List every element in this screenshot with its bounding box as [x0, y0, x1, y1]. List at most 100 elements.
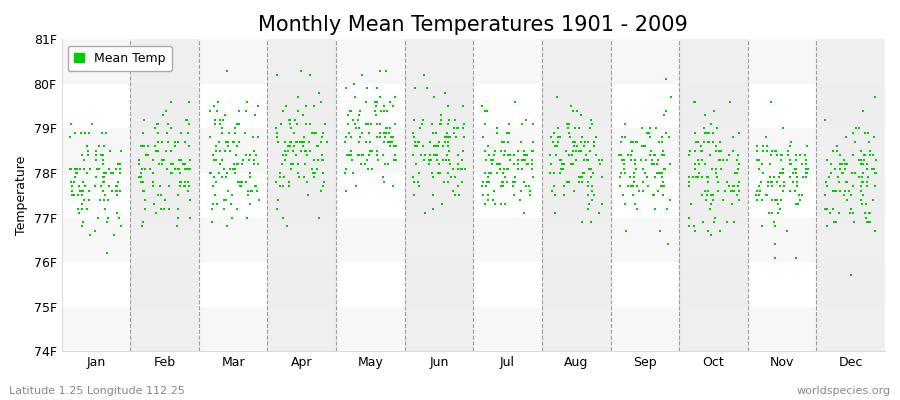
Point	[112, 161, 127, 167]
Point	[362, 130, 376, 136]
Point	[423, 138, 437, 145]
Point	[441, 138, 455, 145]
Point	[860, 174, 875, 181]
Point	[644, 156, 659, 163]
Point	[452, 192, 466, 198]
Point	[625, 138, 639, 145]
Point	[370, 98, 384, 105]
Point	[722, 152, 736, 158]
Point	[236, 156, 250, 163]
Point	[158, 108, 173, 114]
Point	[137, 116, 151, 123]
Point	[136, 143, 150, 150]
Point	[307, 174, 321, 181]
Point	[104, 170, 119, 176]
Point	[439, 130, 454, 136]
Point	[109, 165, 123, 172]
Point	[776, 170, 790, 176]
Point	[656, 192, 670, 198]
Point	[146, 170, 160, 176]
Point	[868, 183, 882, 190]
Point	[562, 179, 576, 185]
Point	[338, 138, 352, 145]
Point	[522, 183, 536, 190]
Point	[517, 152, 531, 158]
Point	[175, 130, 189, 136]
Point	[448, 174, 463, 181]
Point	[493, 183, 508, 190]
Point	[684, 201, 698, 207]
Bar	[61, 218, 885, 262]
Point	[424, 156, 438, 163]
Point	[369, 148, 383, 154]
Point	[296, 143, 310, 150]
Point	[77, 156, 92, 163]
Point	[586, 170, 600, 176]
Point	[701, 179, 716, 185]
Point	[566, 138, 580, 145]
Point	[768, 196, 782, 203]
Point	[643, 134, 657, 140]
Point	[94, 152, 109, 158]
Point	[854, 201, 868, 207]
Point	[653, 170, 668, 176]
Point	[681, 223, 696, 230]
Point	[406, 152, 420, 158]
Point	[298, 148, 312, 154]
Point	[437, 179, 452, 185]
Point	[410, 138, 425, 145]
Point	[819, 179, 833, 185]
Point	[709, 170, 724, 176]
Point	[495, 138, 509, 145]
Point	[842, 188, 856, 194]
Point	[855, 174, 869, 181]
Point	[854, 188, 868, 194]
Point	[627, 161, 642, 167]
Point	[775, 170, 789, 176]
Point	[615, 156, 629, 163]
Point	[97, 196, 112, 203]
Point	[838, 161, 852, 167]
Point	[497, 138, 511, 145]
Point	[288, 116, 302, 123]
Point	[93, 196, 107, 203]
Point	[161, 138, 176, 145]
Point	[170, 165, 184, 172]
Point	[429, 152, 444, 158]
Point	[310, 143, 325, 150]
Point	[178, 138, 193, 145]
Point	[136, 130, 150, 136]
Point	[789, 170, 804, 176]
Point	[103, 165, 117, 172]
Point	[110, 183, 124, 190]
Point	[526, 174, 540, 181]
Point	[238, 152, 253, 158]
Point	[573, 138, 588, 145]
Point	[617, 134, 632, 140]
Point	[860, 161, 874, 167]
Point	[111, 179, 125, 185]
Point	[388, 121, 402, 127]
Point	[379, 125, 393, 132]
Point	[387, 156, 401, 163]
Point	[206, 103, 220, 109]
Point	[562, 134, 577, 140]
Point	[75, 188, 89, 194]
Point	[356, 72, 370, 78]
Point	[856, 179, 870, 185]
Point	[251, 196, 266, 203]
Point	[652, 228, 667, 234]
Point	[75, 201, 89, 207]
Point	[656, 165, 670, 172]
Point	[868, 170, 883, 176]
Point	[547, 143, 562, 150]
Point	[822, 174, 836, 181]
Point	[544, 152, 558, 158]
Point	[475, 103, 490, 109]
Point	[722, 183, 736, 190]
Point	[379, 67, 393, 74]
Point	[170, 138, 184, 145]
Point	[497, 152, 511, 158]
Point	[768, 196, 782, 203]
Point	[277, 174, 292, 181]
